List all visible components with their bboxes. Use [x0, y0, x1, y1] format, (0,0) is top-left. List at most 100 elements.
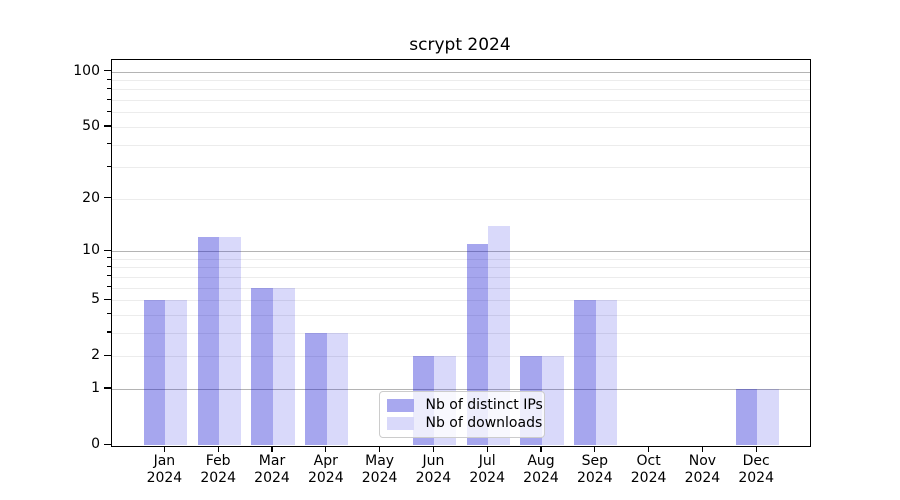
y-tick-label-20: 20 [82, 189, 100, 206]
bar-distinct-ips-dec [735, 388, 758, 446]
y-tick-1 [104, 387, 111, 389]
x-tick-label-aug: Aug 2024 [509, 453, 573, 488]
x-tick-aug [540, 445, 542, 452]
y-minortick-9 [107, 257, 111, 259]
x-tick-year-apr: 2024 [307, 470, 344, 486]
y-tick-label-100: 100 [73, 62, 100, 79]
gridline-y-20 [111, 198, 810, 200]
x-tick-month-sep: Sep [581, 452, 608, 469]
x-tick-label-jun: Jun 2024 [401, 453, 465, 488]
x-tick-mar [271, 445, 273, 452]
x-tick-year-mar: 2024 [254, 470, 290, 486]
legend-swatch-distinct-ips [386, 398, 414, 412]
gridline-y-100 [111, 71, 810, 73]
x-tick-year-jan: 2024 [146, 470, 183, 486]
x-tick-month-jul: Jul [478, 452, 496, 469]
gridline-y-40 [111, 144, 810, 146]
gridline-y-8 [111, 267, 810, 269]
y-minortick-90 [107, 78, 111, 80]
x-tick-feb [217, 445, 219, 452]
bar-distinct-ips-jan [143, 300, 166, 446]
x-tick-nov [701, 445, 703, 452]
gridline-y-50 [111, 126, 810, 128]
x-tick-label-dec: Dec 2024 [724, 453, 788, 488]
legend-label-downloads: Nb of downloads [425, 414, 543, 431]
y-minortick-8 [107, 265, 111, 267]
x-tick-label-oct: Oct 2024 [617, 453, 681, 488]
bar-distinct-ips-apr [305, 332, 327, 446]
x-tick-label-nov: Nov 2024 [670, 453, 734, 488]
bar-downloads-jan [165, 300, 187, 446]
y-tick-label-1: 1 [91, 379, 100, 396]
y-minortick-30 [107, 165, 111, 167]
y-tick-20 [104, 197, 111, 199]
bar-downloads-dec [757, 388, 779, 446]
x-tick-label-sep: Sep 2024 [563, 453, 627, 488]
y-tick-100 [104, 70, 111, 72]
gridline-y-30 [111, 167, 810, 169]
x-tick-sep [594, 445, 596, 452]
legend-swatch-downloads [386, 416, 414, 430]
gridline-y-3 [111, 332, 810, 334]
x-tick-year-sep: 2024 [576, 470, 613, 486]
gridline-y-10 [111, 251, 810, 252]
x-tick-label-may: May 2024 [348, 453, 412, 488]
y-minortick-3 [107, 331, 111, 333]
chart-title: scrypt 2024 [409, 35, 511, 55]
x-tick-label-jul: Jul 2024 [455, 453, 519, 488]
y-minortick-6 [107, 286, 111, 288]
x-tick-apr [325, 445, 327, 452]
y-tick-10 [104, 249, 111, 251]
bar-downloads-sep [595, 300, 618, 446]
x-tick-oct [648, 445, 650, 452]
x-tick-label-jan: Jan 2024 [132, 453, 196, 488]
bar-downloads-mar [273, 287, 295, 446]
x-tick-dec [755, 445, 757, 452]
y-minortick-80 [107, 87, 111, 90]
y-minortick-70 [107, 98, 111, 100]
x-tick-label-feb: Feb 2024 [186, 453, 250, 488]
x-tick-label-apr: Apr 2024 [294, 453, 358, 488]
x-tick-month-mar: Mar [258, 452, 286, 469]
y-minortick-60 [107, 110, 111, 113]
y-tick-0 [104, 443, 111, 445]
gridline-y-7 [111, 276, 810, 278]
y-tick-2 [104, 354, 111, 356]
legend: Nb of distinct IPs Nb of downloads [378, 390, 545, 438]
x-tick-month-jan: Jan [153, 452, 176, 469]
x-tick-month-jun: Jun [422, 452, 445, 469]
gridline-y-70 [111, 100, 810, 102]
x-tick-label-mar: Mar 2024 [240, 453, 304, 488]
y-tick-5 [104, 298, 111, 300]
x-tick-month-nov: Nov [688, 452, 717, 469]
bar-downloads-feb [219, 237, 241, 446]
x-tick-month-dec: Dec [742, 452, 770, 469]
bar-downloads-aug [542, 356, 564, 446]
x-tick-year-aug: 2024 [523, 470, 559, 486]
gridline-y-5 [111, 300, 810, 302]
y-minortick-4 [107, 313, 111, 315]
bar-downloads-apr [326, 332, 349, 446]
y-tick-label-10: 10 [82, 242, 100, 258]
x-tick-month-aug: Aug [527, 452, 555, 469]
bar-distinct-ips-mar [251, 287, 273, 446]
x-tick-year-jul: 2024 [469, 470, 505, 486]
x-tick-year-jun: 2024 [415, 470, 452, 486]
y-tick-50 [104, 125, 111, 127]
x-tick-month-may: May [365, 452, 395, 469]
gridline-y-2 [111, 356, 810, 358]
x-tick-year-nov: 2024 [684, 470, 721, 486]
y-tick-label-2: 2 [91, 347, 100, 364]
x-tick-year-oct: 2024 [630, 470, 667, 486]
y-tick-label-50: 50 [82, 117, 100, 134]
x-tick-year-dec: 2024 [738, 470, 774, 486]
gridline-y-1 [111, 388, 810, 390]
x-tick-month-oct: Oct [636, 452, 661, 469]
legend-item-distinct-ips: Nb of distinct IPs [386, 397, 543, 414]
legend-label-distinct-ips: Nb of distinct IPs [425, 396, 543, 413]
x-tick-month-apr: Apr [313, 452, 338, 469]
gridline-y-60 [111, 112, 810, 114]
legend-item-downloads: Nb of downloads [386, 415, 542, 432]
x-tick-year-may: 2024 [361, 470, 398, 486]
